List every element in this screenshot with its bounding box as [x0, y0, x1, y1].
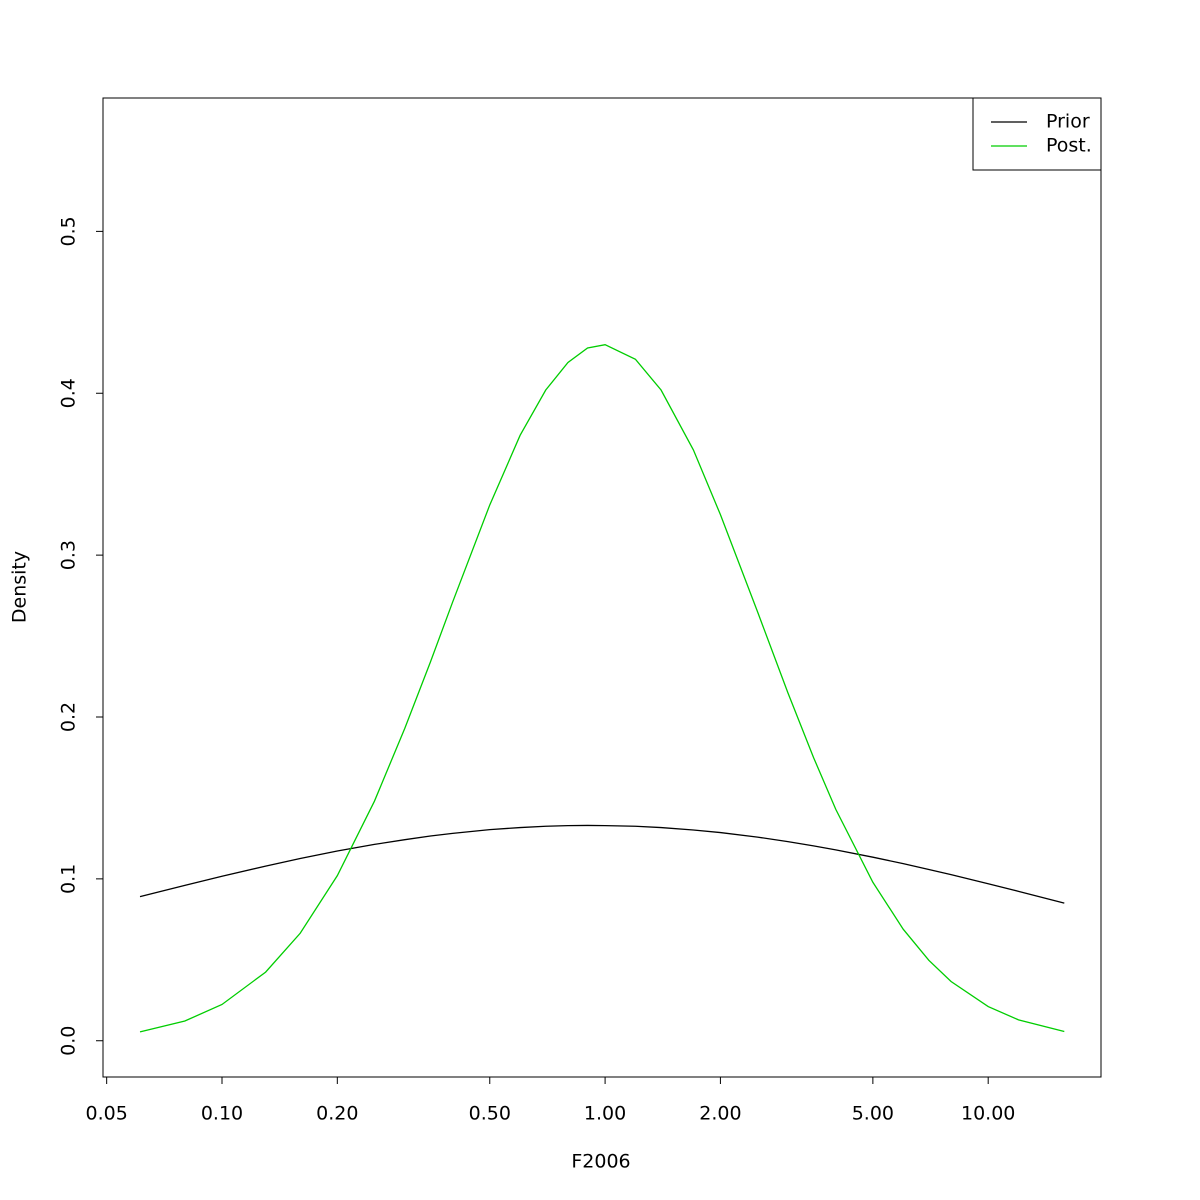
- x-tick-label: 0.10: [201, 1103, 243, 1125]
- x-axis-label: F2006: [571, 1151, 630, 1173]
- legend-label: Post.: [1046, 135, 1092, 157]
- x-tick-label: 2.00: [699, 1103, 741, 1125]
- x-tick-label: 5.00: [852, 1103, 894, 1125]
- y-tick-label: 0.5: [58, 216, 80, 246]
- y-tick-label: 0.2: [58, 702, 80, 732]
- x-tick-label: 0.50: [469, 1103, 511, 1125]
- legend-box: [972, 97, 1102, 171]
- x-tick-label: 0.20: [316, 1103, 358, 1125]
- y-tick-label: 0.0: [58, 1026, 80, 1056]
- x-tick-label: 1.00: [584, 1103, 626, 1125]
- y-tick-label: 0.1: [58, 864, 80, 894]
- plot-box: [102, 97, 1102, 1078]
- y-tick-label: 0.3: [58, 540, 80, 570]
- x-tick-label: 0.05: [86, 1103, 128, 1125]
- y-axis-label: Density: [9, 551, 31, 623]
- y-tick-label: 0.4: [58, 378, 80, 408]
- x-tick-label: 10.00: [961, 1103, 1015, 1125]
- legend-label: Prior: [1046, 111, 1090, 133]
- line-series: [139, 824, 1065, 904]
- line-series: [139, 344, 1065, 1033]
